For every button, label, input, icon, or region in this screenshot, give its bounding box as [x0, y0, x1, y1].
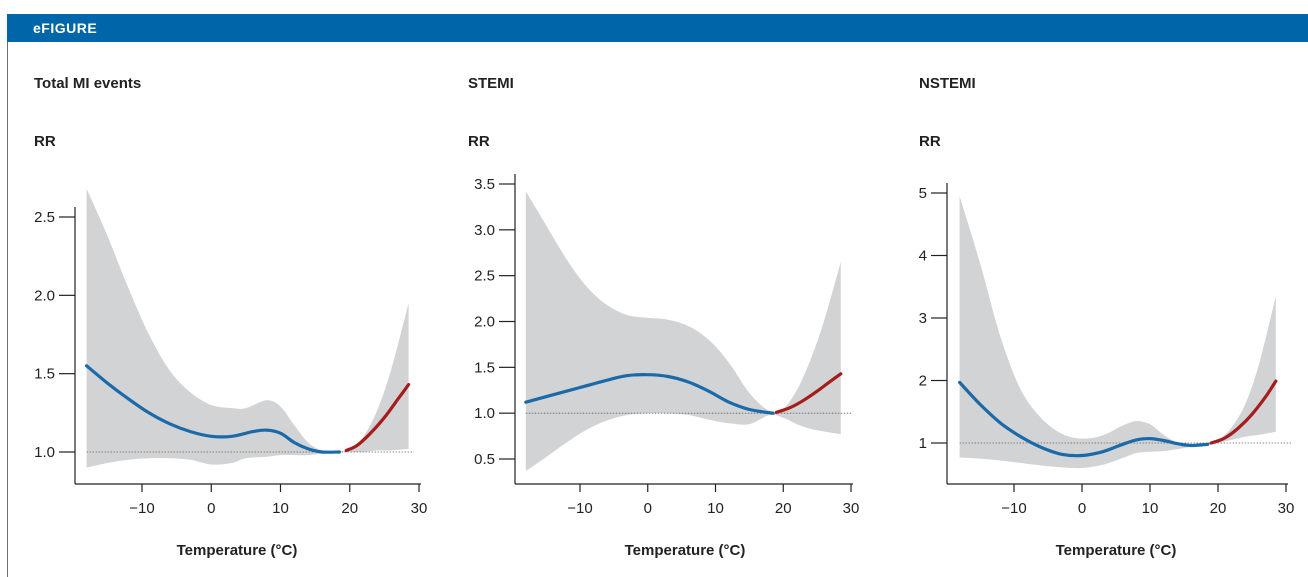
confidence-band	[525, 191, 841, 471]
y-tick-label: 2.0	[474, 314, 495, 331]
x-tick-label: 20	[1210, 500, 1227, 517]
y-tick-label: 1.5	[34, 366, 55, 383]
y-tick-label: 3.5	[474, 176, 495, 193]
y-tick-label: 2.0	[34, 287, 55, 304]
heat-rr-curve	[1209, 379, 1278, 445]
x-tick-label: 20	[341, 500, 358, 517]
heat-rr-curve	[344, 383, 411, 452]
y-tick-label: 2.5	[34, 209, 55, 226]
confidence-band	[86, 188, 409, 468]
x-tick-label: −10	[567, 500, 592, 517]
x-tick-label: −10	[1001, 500, 1026, 517]
chart-panel-1: Total MI events RR Temperature (°C) 1.0 1.5 2…	[34, 75, 427, 559]
chart-title: Total MI events	[34, 75, 141, 92]
y-tick-label: 1	[919, 435, 927, 452]
heat-rr-curve	[774, 372, 843, 414]
cold-rr-curve	[958, 380, 1210, 458]
chart-panel-2: STEMI RR Temperature (°C) 0.5 1.0 1.5 2.0 2.5 3.…	[468, 75, 859, 559]
y-axis-label: RR	[34, 133, 56, 150]
y-tick-label: 1.0	[474, 405, 495, 422]
figure-header-bar: eFIGURE	[7, 14, 1308, 42]
chart-title: NSTEMI	[919, 75, 976, 92]
y-axis-label: RR	[919, 133, 941, 150]
y-tick-label: 3.0	[474, 222, 495, 239]
x-tick-label: −10	[129, 500, 154, 517]
x-axis-label: Temperature (°C)	[1056, 542, 1177, 559]
cold-rr-curve	[524, 373, 775, 415]
figure-left-rule	[7, 42, 8, 577]
x-tick-label: 0	[207, 500, 215, 517]
y-tick-label: 0.5	[474, 451, 495, 468]
x-tick-label: 0	[644, 500, 652, 517]
x-tick-label: 20	[775, 500, 792, 517]
x-tick-label: 10	[707, 500, 724, 517]
y-tick-label: 2	[919, 373, 927, 390]
y-tick-label: 1.5	[474, 359, 495, 376]
y-tick-label: 3	[919, 310, 927, 327]
y-tick-label: 2.5	[474, 268, 495, 285]
x-axis-label: Temperature (°C)	[177, 542, 298, 559]
x-tick-label: 10	[272, 500, 289, 517]
y-tick-label: 5	[919, 185, 927, 202]
chart-title: STEMI	[468, 75, 514, 92]
y-axis-label: RR	[468, 133, 490, 150]
x-tick-label: 30	[843, 500, 860, 517]
y-tick-label: 4	[919, 248, 927, 265]
x-tick-label: 10	[1142, 500, 1159, 517]
x-tick-label: 30	[1278, 500, 1295, 517]
x-axis-label: Temperature (°C)	[625, 542, 746, 559]
x-tick-label: 0	[1078, 500, 1086, 517]
chart-panel-3: NSTEMI RR Temperature (°C) 1 2 3 4 5 −10 0 10 20 30	[919, 75, 1295, 559]
x-tick-label: 30	[411, 500, 428, 517]
cold-rr-curve	[85, 364, 341, 454]
confidence-band	[959, 196, 1276, 469]
y-tick-label: 1.0	[34, 444, 55, 461]
figure-header-label: eFIGURE	[33, 20, 98, 36]
